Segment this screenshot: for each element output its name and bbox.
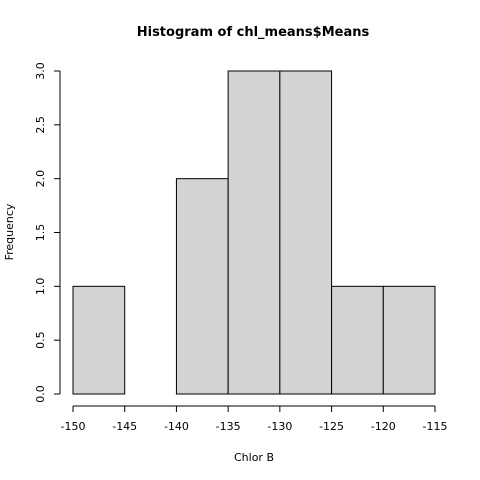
y-axis: 0.0 0.5 1.0 1.5 2.0 2.5 3.0 xyxy=(34,62,61,403)
x-tick-label: -140 xyxy=(164,420,189,433)
y-tick-label: 0.5 xyxy=(34,331,47,349)
histogram-bar-6 xyxy=(382,285,436,395)
x-tick-label: -115 xyxy=(423,420,448,433)
y-axis-label: Frequency xyxy=(3,203,16,260)
x-tick-label: -135 xyxy=(216,420,241,433)
histogram-bar-4 xyxy=(279,70,333,395)
x-tick-label: -125 xyxy=(319,420,344,433)
x-axis-label: Chlor B xyxy=(234,451,274,464)
x-tick-label: -150 xyxy=(61,420,86,433)
y-tick-label: 2.5 xyxy=(34,116,47,134)
y-tick-label: 1.0 xyxy=(34,278,47,296)
x-tick-label: -120 xyxy=(371,420,396,433)
chart-title: Histogram of chl_means$Means xyxy=(137,25,370,40)
x-tick-label: -145 xyxy=(112,420,137,433)
histogram-bar-3 xyxy=(227,70,281,395)
y-tick-label: 1.5 xyxy=(34,224,47,242)
x-tick-label: -130 xyxy=(267,420,292,433)
histogram-bar-0 xyxy=(72,285,126,395)
x-axis: -150 -145 -140 -135 -130 -125 -120 -115 xyxy=(61,405,448,433)
histogram-bar-5 xyxy=(331,285,384,395)
histogram-bar-2 xyxy=(175,178,229,395)
y-tick-label: 0.0 xyxy=(34,385,47,403)
y-tick-label: 2.0 xyxy=(34,170,47,188)
bars-group xyxy=(72,70,436,395)
y-tick-label: 3.0 xyxy=(34,62,47,80)
